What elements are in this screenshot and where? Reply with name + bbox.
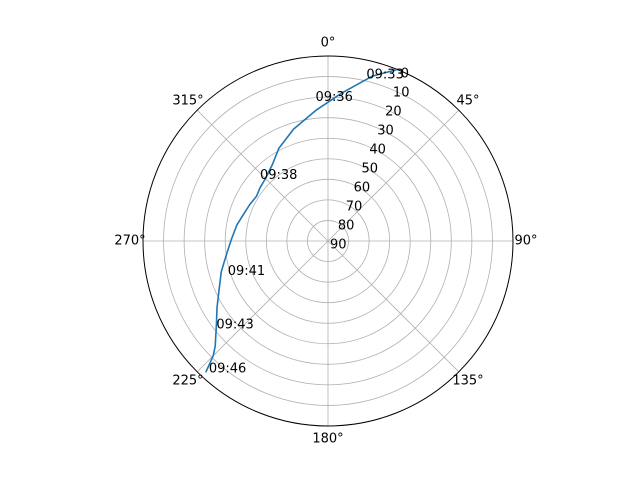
r-tick-label: 20	[385, 105, 402, 120]
time-label: 09:43	[216, 318, 253, 333]
time-annotations: 09:33 09:36 09:38 09:41 09:43 09:46	[209, 67, 404, 376]
series-layer	[205, 68, 399, 373]
time-label: 09:41	[228, 264, 265, 279]
polar-tick-labels: 0° 45° 90° 135° 180° 225° 270° 315° 0 10 20 30 40 50 6…	[114, 36, 537, 447]
r-tick-label: 40	[369, 143, 386, 158]
theta-tick-label: 45°	[456, 93, 479, 108]
trajectory-line	[205, 68, 399, 373]
theta-tick-label: 180°	[312, 432, 343, 447]
theta-tick-label: 225°	[172, 374, 203, 389]
r-tick-label: 90	[330, 238, 347, 253]
theta-tick-label: 135°	[452, 374, 483, 389]
time-label: 09:46	[209, 361, 246, 376]
angular-gridline	[196, 109, 329, 242]
angular-gridline	[327, 109, 460, 242]
theta-tick-label: 315°	[172, 93, 203, 108]
angular-gridline	[196, 240, 329, 373]
r-tick-label: 10	[393, 86, 410, 101]
theta-tick-label: 90°	[514, 234, 537, 249]
r-tick-label: 60	[354, 181, 371, 196]
theta-tick-label: 270°	[114, 234, 145, 249]
r-tick-label: 0	[401, 67, 409, 82]
r-tick-label: 30	[377, 124, 394, 139]
r-tick-label: 70	[346, 200, 363, 215]
polar-grid	[142, 55, 514, 427]
time-label: 09:33	[366, 67, 403, 82]
theta-tick-label: 0°	[321, 36, 336, 51]
r-tick-label: 80	[338, 219, 355, 234]
time-label: 09:38	[260, 168, 297, 183]
time-label: 09:36	[315, 90, 352, 105]
r-tick-label: 50	[361, 162, 378, 177]
angular-gridline	[327, 240, 460, 373]
polar-frame	[142, 55, 514, 427]
